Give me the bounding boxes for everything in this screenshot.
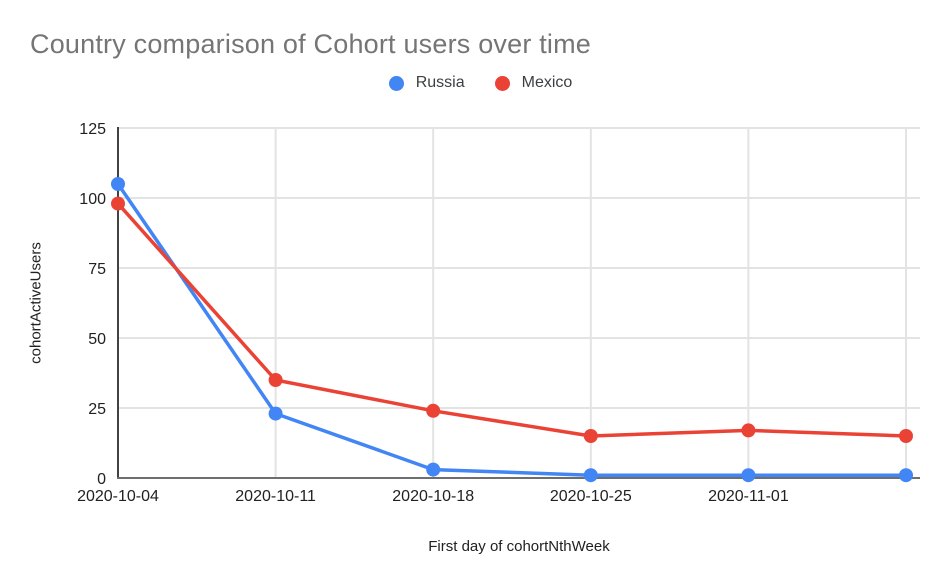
data-point-russia[interactable] [111, 177, 125, 191]
y-tick-label: 125 [79, 121, 106, 138]
data-point-russia[interactable] [583, 468, 598, 483]
series-line-mexico [116, 201, 908, 438]
data-point-russia[interactable] [899, 468, 913, 483]
legend-dot-russia-icon [388, 75, 404, 91]
data-point-mexico[interactable] [899, 429, 913, 443]
legend-label-mexico: Mexico [521, 74, 573, 91]
legend-label-russia: Russia [415, 74, 465, 91]
y-tick-label: 0 [97, 471, 106, 488]
data-point-mexico[interactable] [741, 423, 756, 438]
data-point-russia[interactable] [426, 462, 441, 477]
y-tick-label: 25 [88, 401, 106, 418]
legend: Russia Mexico [8, 74, 945, 92]
y-tick-label: 75 [88, 261, 106, 278]
x-tick-label: 2020-10-18 [392, 488, 474, 505]
x-tick-label: 2020-11-01 [708, 488, 789, 505]
legend-item-russia[interactable]: Russia [388, 74, 465, 92]
x-tick-label: 2020-10-04 [77, 488, 159, 505]
x-tick-label: 2020-10-25 [550, 488, 632, 505]
chart-title: Country comparison of Cohort users over … [30, 29, 592, 59]
legend-dot-mexico-icon [494, 75, 510, 91]
data-point-mexico[interactable] [583, 429, 598, 443]
legend-item-mexico[interactable]: Mexico [494, 74, 573, 92]
data-point-mexico[interactable] [426, 403, 441, 418]
data-point-russia[interactable] [268, 406, 283, 421]
data-point-russia[interactable] [741, 468, 756, 483]
data-point-mexico[interactable] [268, 373, 283, 387]
series-line-russia [116, 182, 908, 477]
data-point-mexico[interactable] [111, 196, 125, 211]
x-axis-title: First day of cohortNthWeek [428, 538, 610, 555]
y-tick-label: 50 [88, 331, 106, 348]
x-tick-label: 2020-10-11 [235, 488, 316, 505]
y-tick-label: 100 [79, 191, 106, 208]
